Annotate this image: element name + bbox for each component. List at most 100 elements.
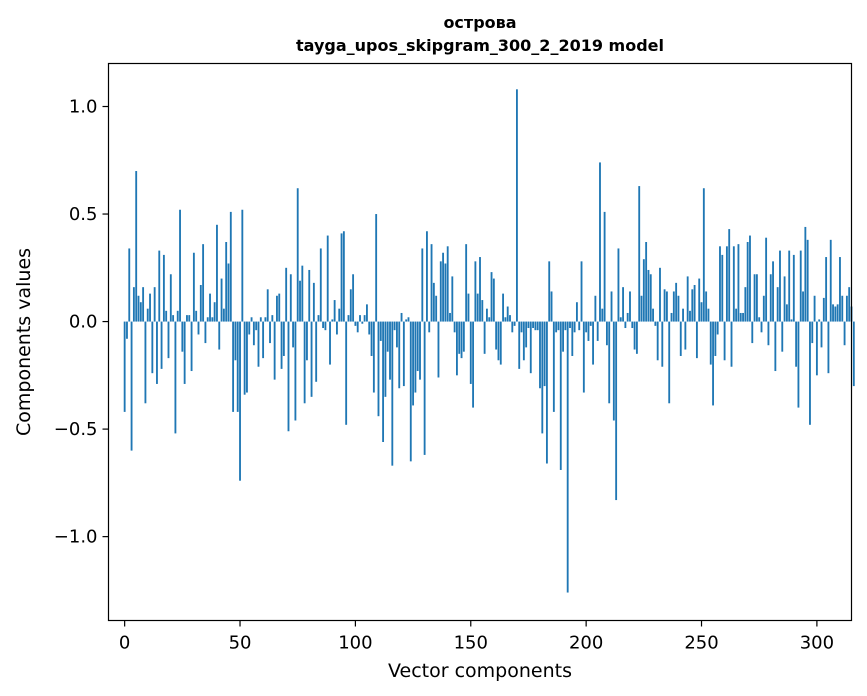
bar bbox=[225, 242, 228, 322]
bar bbox=[146, 308, 149, 322]
bar bbox=[818, 319, 821, 322]
bar bbox=[739, 312, 742, 322]
bar bbox=[495, 321, 498, 350]
bar bbox=[647, 269, 650, 322]
x-tick-label: 300 bbox=[800, 633, 834, 654]
bar bbox=[580, 261, 583, 322]
bar bbox=[156, 321, 158, 384]
bar bbox=[543, 321, 546, 387]
x-axis-label: Vector components bbox=[388, 660, 572, 682]
bar bbox=[393, 321, 396, 331]
bar bbox=[774, 321, 777, 372]
bar bbox=[610, 291, 613, 322]
bar bbox=[165, 310, 168, 322]
bar bbox=[218, 321, 221, 350]
bar bbox=[176, 310, 179, 322]
bar bbox=[783, 276, 786, 322]
bar bbox=[449, 312, 451, 322]
bar bbox=[296, 188, 299, 322]
bar bbox=[772, 261, 774, 322]
bar bbox=[605, 321, 608, 346]
bar bbox=[559, 321, 562, 470]
bar bbox=[518, 321, 521, 369]
bar bbox=[137, 295, 140, 322]
bar bbox=[571, 321, 574, 356]
bar bbox=[199, 285, 202, 322]
bar bbox=[656, 321, 659, 361]
bar bbox=[601, 308, 604, 322]
bar bbox=[802, 291, 804, 322]
bar-series bbox=[123, 89, 855, 593]
bar bbox=[481, 300, 484, 322]
bar bbox=[677, 295, 680, 322]
bar bbox=[372, 321, 375, 393]
bar bbox=[848, 287, 851, 322]
bar bbox=[663, 289, 666, 322]
y-axis: 1.0 0.5 0.0 −0.5 −1.0 bbox=[54, 97, 109, 548]
bar bbox=[723, 321, 726, 361]
bar bbox=[811, 321, 814, 344]
bar bbox=[841, 295, 844, 322]
bar bbox=[569, 321, 571, 329]
bar bbox=[416, 321, 419, 372]
bar bbox=[352, 274, 355, 322]
plot-frame bbox=[107, 62, 853, 622]
x-tick-label: 100 bbox=[338, 633, 372, 654]
bar bbox=[522, 321, 525, 361]
bar bbox=[179, 209, 181, 322]
bar bbox=[442, 252, 445, 322]
bar bbox=[419, 321, 421, 380]
bar bbox=[497, 321, 500, 361]
bar bbox=[573, 321, 576, 333]
bar bbox=[278, 293, 281, 322]
x-tick-label: 150 bbox=[454, 633, 488, 654]
bar bbox=[209, 293, 211, 322]
bar bbox=[269, 321, 271, 344]
bar bbox=[827, 321, 830, 374]
bar bbox=[264, 317, 267, 322]
bar bbox=[151, 321, 154, 374]
bar bbox=[458, 321, 461, 354]
bar bbox=[825, 257, 828, 322]
bar bbox=[665, 291, 668, 322]
bar bbox=[691, 289, 694, 322]
bar bbox=[211, 317, 214, 322]
bar bbox=[363, 315, 366, 322]
bar bbox=[301, 265, 304, 322]
bar bbox=[292, 321, 295, 348]
bar bbox=[732, 246, 735, 322]
bar bbox=[513, 321, 516, 326]
bar bbox=[287, 321, 290, 432]
bar bbox=[250, 317, 253, 322]
bar bbox=[806, 239, 809, 322]
bar bbox=[541, 321, 544, 434]
bar bbox=[809, 321, 811, 425]
bar bbox=[222, 308, 225, 322]
bar bbox=[612, 321, 615, 421]
bar bbox=[728, 229, 731, 322]
bar bbox=[737, 244, 740, 322]
bar bbox=[361, 321, 364, 324]
chart-title-line2: tayga_upos_skipgram_300_2_2019 model bbox=[296, 36, 664, 55]
bar bbox=[499, 321, 502, 365]
bar bbox=[183, 321, 186, 384]
bar bbox=[324, 321, 327, 331]
bar bbox=[652, 308, 654, 322]
bar bbox=[532, 321, 534, 329]
bar bbox=[730, 321, 733, 367]
bar bbox=[642, 259, 645, 322]
bar bbox=[349, 289, 352, 322]
bar bbox=[331, 319, 334, 322]
bar bbox=[149, 293, 151, 322]
bar bbox=[354, 321, 357, 326]
bar bbox=[248, 321, 251, 335]
bar bbox=[555, 321, 558, 333]
bar bbox=[822, 297, 825, 322]
bar bbox=[640, 295, 643, 322]
bar bbox=[303, 321, 306, 404]
bar bbox=[659, 267, 661, 322]
bar bbox=[587, 321, 590, 341]
bar bbox=[562, 321, 564, 352]
bar bbox=[382, 321, 385, 442]
bar bbox=[126, 321, 128, 339]
